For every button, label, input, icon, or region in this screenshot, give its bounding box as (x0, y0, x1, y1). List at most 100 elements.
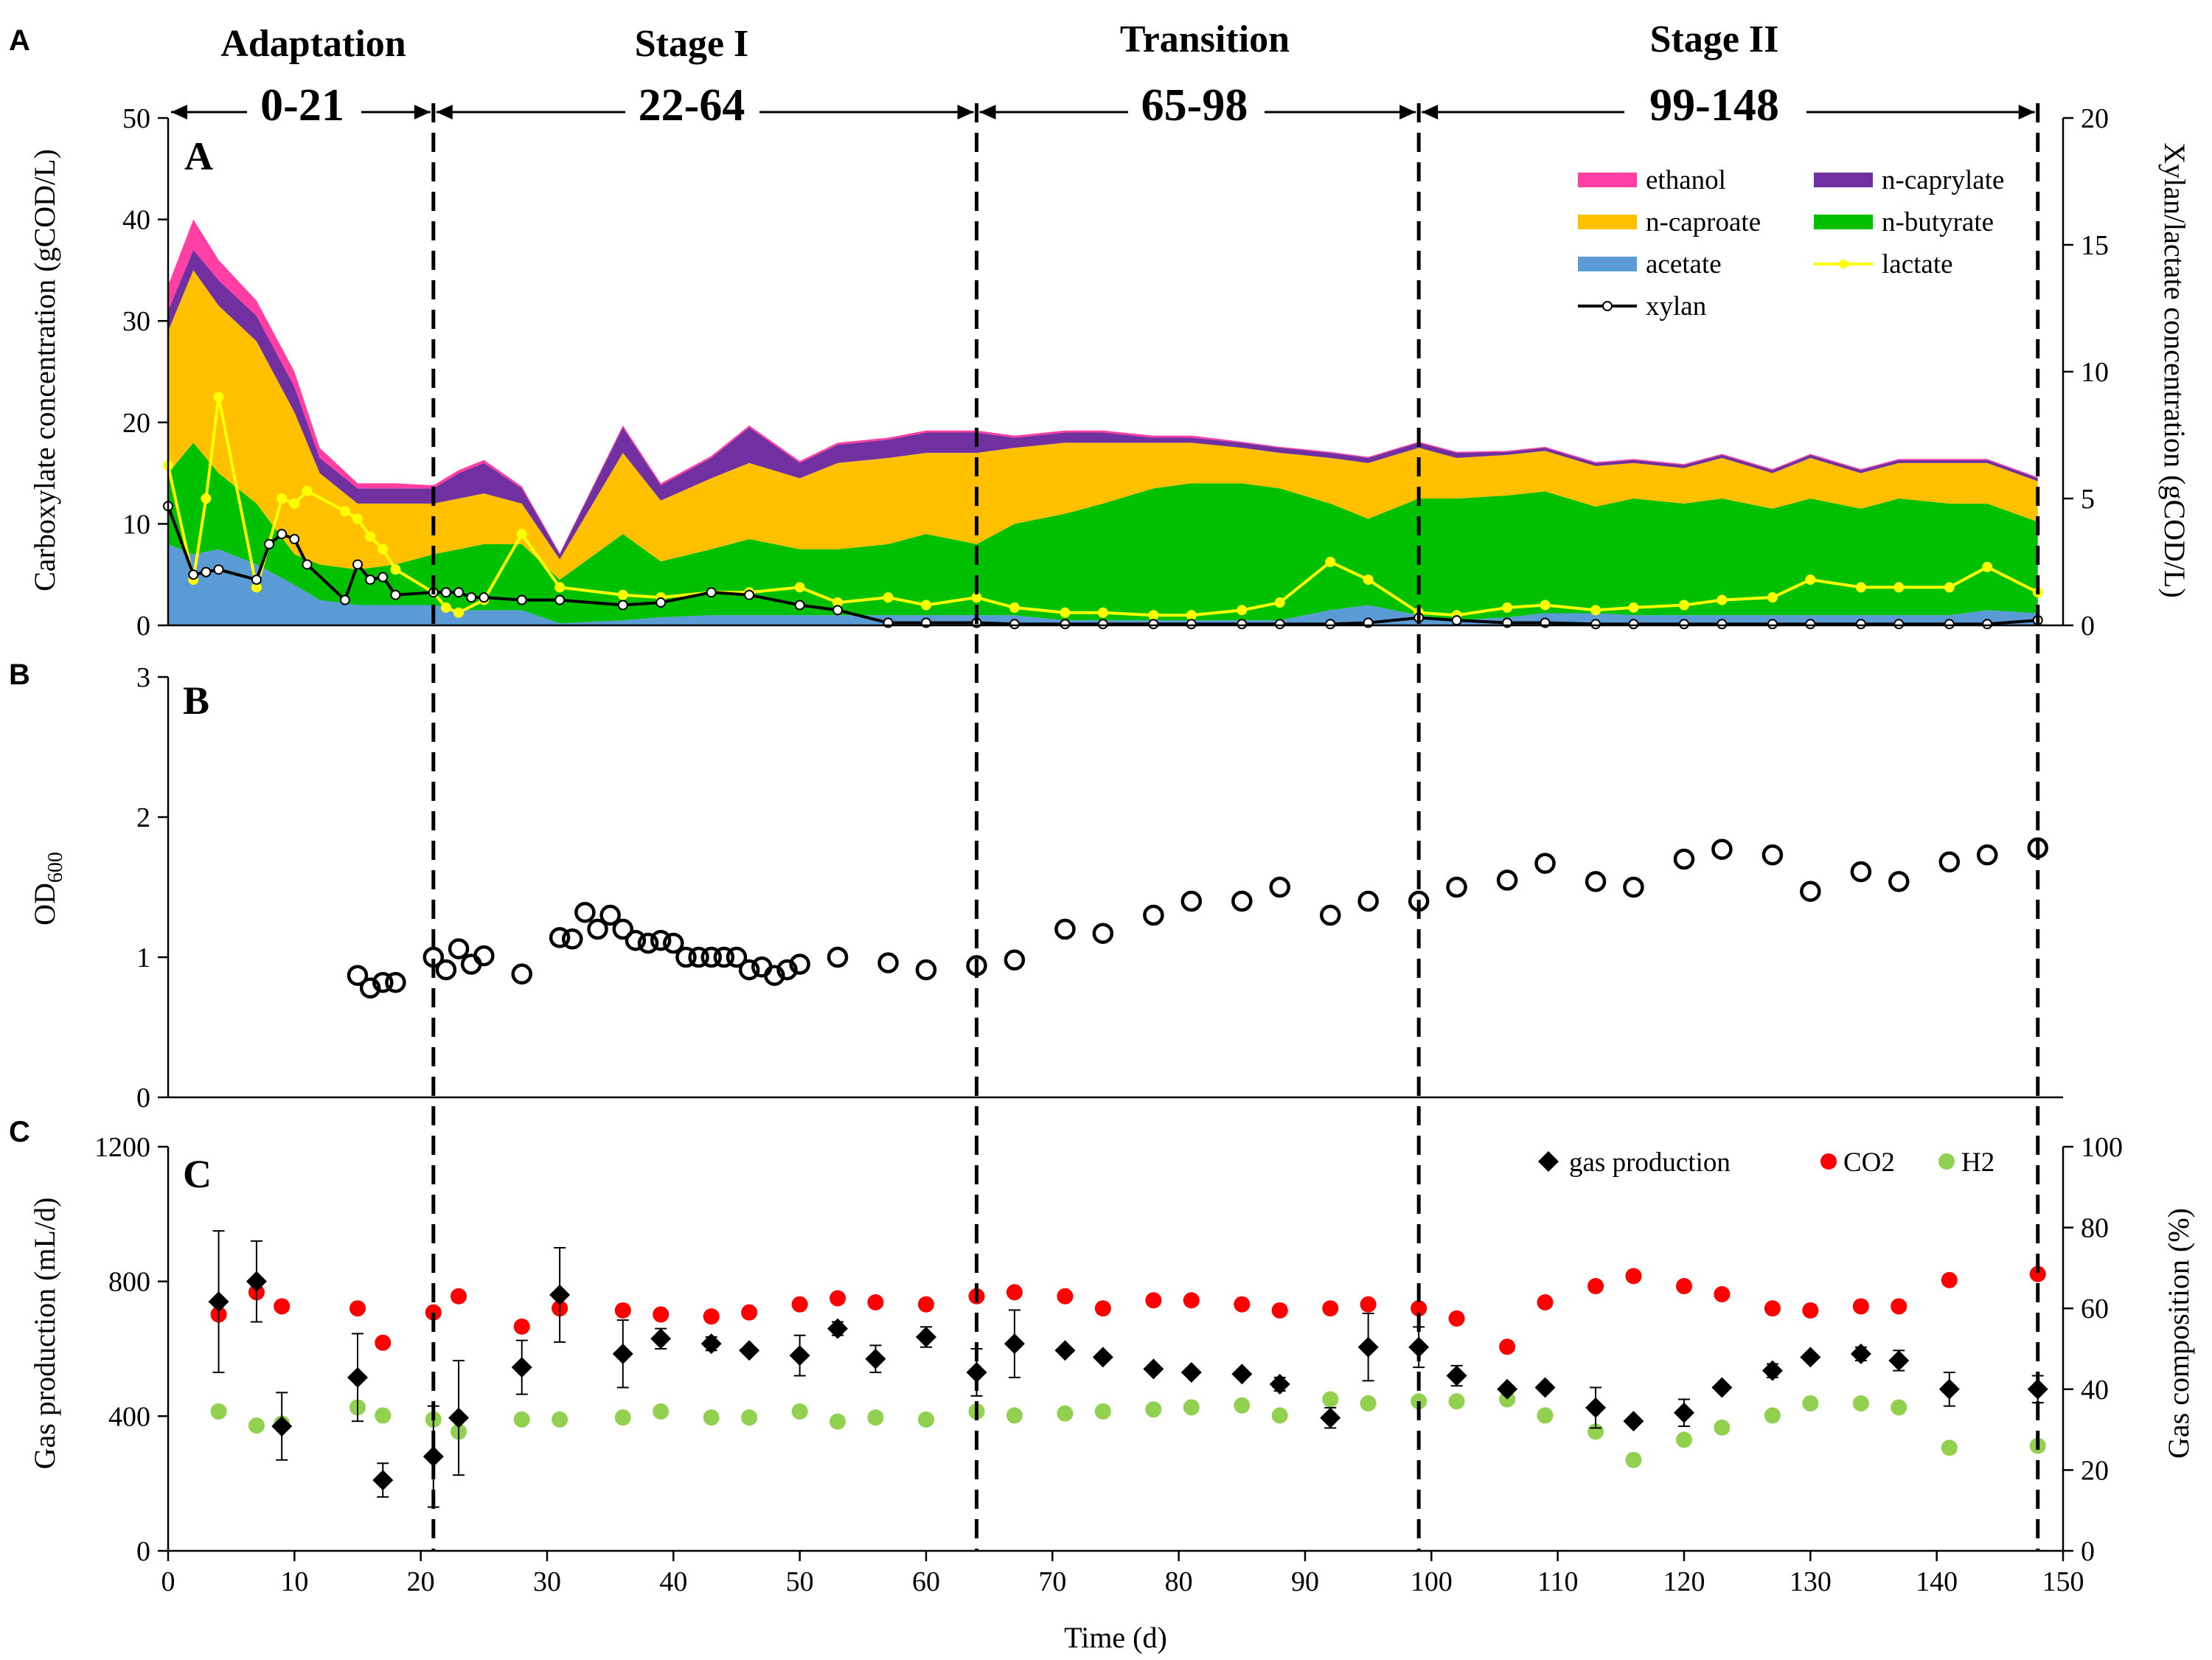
x-tick-label-0: 0 (161, 1566, 175, 1597)
xylan-point (832, 605, 844, 616)
c-y2-tick-label-4: 80 (2081, 1213, 2109, 1244)
od600-point (1357, 890, 1379, 912)
c-y-tick-label-2: 800 (108, 1267, 150, 1298)
panel-a-ylabel: Carboxylate concentration (gCOD/L) (28, 149, 61, 591)
xylan-point (554, 594, 566, 605)
xylan-point (1590, 619, 1601, 630)
od600-point (1534, 852, 1556, 874)
legend-swatch-n-caproate (1578, 215, 1637, 229)
gas-production-point (1534, 1377, 1556, 1398)
gas-production-point (1320, 1407, 1341, 1428)
od600-point (587, 918, 608, 940)
gas-production-point (549, 1284, 571, 1305)
xylan-point (1944, 619, 1955, 630)
gas-production-point (1357, 1336, 1379, 1358)
co2-point (1006, 1284, 1023, 1301)
gas-production-point (1850, 1343, 1871, 1364)
stage-range-transition: 65-98 (1141, 80, 1248, 131)
lactate-point (1982, 561, 1993, 572)
od600-point (347, 965, 369, 986)
od600-point (1711, 838, 1733, 860)
h2-point (375, 1407, 392, 1424)
od600-point (385, 971, 406, 993)
panel-label-c: C (183, 1152, 212, 1196)
od600-point (877, 952, 899, 973)
xylan-point (390, 589, 401, 600)
x-tick-label-6: 60 (912, 1566, 940, 1597)
lactate-point (1628, 602, 1639, 613)
co2-point (918, 1296, 934, 1313)
xylan-point (744, 589, 755, 600)
gas-production-point (1092, 1347, 1113, 1368)
panel-b: 0 1 2 3 B OD600 (28, 662, 2063, 1114)
h2-point (1448, 1393, 1465, 1410)
od600-point (1054, 918, 1076, 940)
area-acetate (168, 544, 2038, 625)
od600-point (1938, 851, 1961, 873)
stage-arrowhead-left-1 (436, 105, 453, 119)
od600-point (372, 971, 394, 993)
h2-point (1941, 1440, 1958, 1456)
h2-point (1891, 1399, 1907, 1416)
b-y-tick-label-3: 3 (136, 662, 150, 693)
od600-point (675, 946, 697, 968)
stage-arrowhead-right-2 (1399, 105, 1416, 119)
xylan-point (1893, 619, 1905, 630)
legend-swatch-n-caprylate (1814, 173, 1873, 187)
h2-point (1764, 1407, 1781, 1424)
gas-production-point (372, 1470, 394, 1491)
od600-point (738, 959, 760, 981)
lactate-point (378, 544, 389, 555)
od600-point (549, 927, 571, 948)
od600-point (1761, 844, 1784, 866)
stage-range-stage-1: 22-64 (639, 80, 745, 131)
h2-point (210, 1403, 227, 1420)
co2-point (614, 1302, 631, 1319)
h2-point (918, 1411, 934, 1428)
legend-label-acetate: acetate (1646, 249, 1722, 279)
od-subscript: 600 (44, 852, 67, 883)
lactate-point (1540, 600, 1551, 611)
xylan-point (1855, 619, 1866, 630)
co2-point (274, 1298, 291, 1315)
xylan-point (794, 600, 805, 611)
a-y-tick-label-1: 10 (122, 509, 150, 540)
h2-point (1537, 1407, 1554, 1424)
co2-point (1499, 1338, 1516, 1355)
c-y2-tick-label-5: 100 (2081, 1132, 2123, 1163)
gas-production-point (827, 1318, 849, 1339)
gas-production-point (739, 1340, 760, 1361)
panel-c: 0 400 800 1200 0 20 40 60 80 100 0 10 20 30 40 50 60 70 80… (28, 1132, 2195, 1654)
h2-point (1625, 1451, 1642, 1468)
h2-point (830, 1413, 846, 1430)
od600-point (827, 946, 849, 968)
stage-range-adaptation: 0-21 (260, 80, 344, 131)
x-tick-label-13: 130 (1790, 1566, 1832, 1597)
co2-point (1360, 1296, 1377, 1313)
x-tick-label-1: 10 (280, 1566, 308, 1597)
stage-name-stage-2: Stage II (1650, 18, 1779, 60)
lactate-point (1274, 597, 1285, 608)
xylan-point (378, 572, 389, 583)
area-n-caproate (168, 270, 2038, 580)
gas-production-point (1800, 1347, 1821, 1368)
od600-point (1269, 876, 1290, 898)
od600-point (574, 901, 596, 923)
co2-point (1183, 1292, 1200, 1309)
xylan-point (1805, 619, 1816, 630)
od600-point (1850, 861, 1872, 883)
lactate-point (201, 493, 212, 504)
area-n-butyrate (168, 442, 2038, 624)
h2-point (1852, 1395, 1869, 1411)
od-label: OD (28, 883, 61, 925)
gas-production-point (448, 1407, 470, 1428)
co2-point (1537, 1293, 1554, 1310)
panel-a-axes: 0 10 20 30 40 50 0 5 10 15 20 (122, 103, 2109, 642)
stage-arrowhead-left-3 (1422, 105, 1439, 119)
a-y-tick-label-2: 20 (122, 408, 150, 439)
xylan-point (188, 569, 199, 580)
a-y2-tick-label-1: 5 (2081, 484, 2095, 515)
h2-point (741, 1409, 758, 1426)
xylan-point (1009, 619, 1020, 630)
legend-label-n-caproate: n-caproate (1646, 207, 1761, 237)
